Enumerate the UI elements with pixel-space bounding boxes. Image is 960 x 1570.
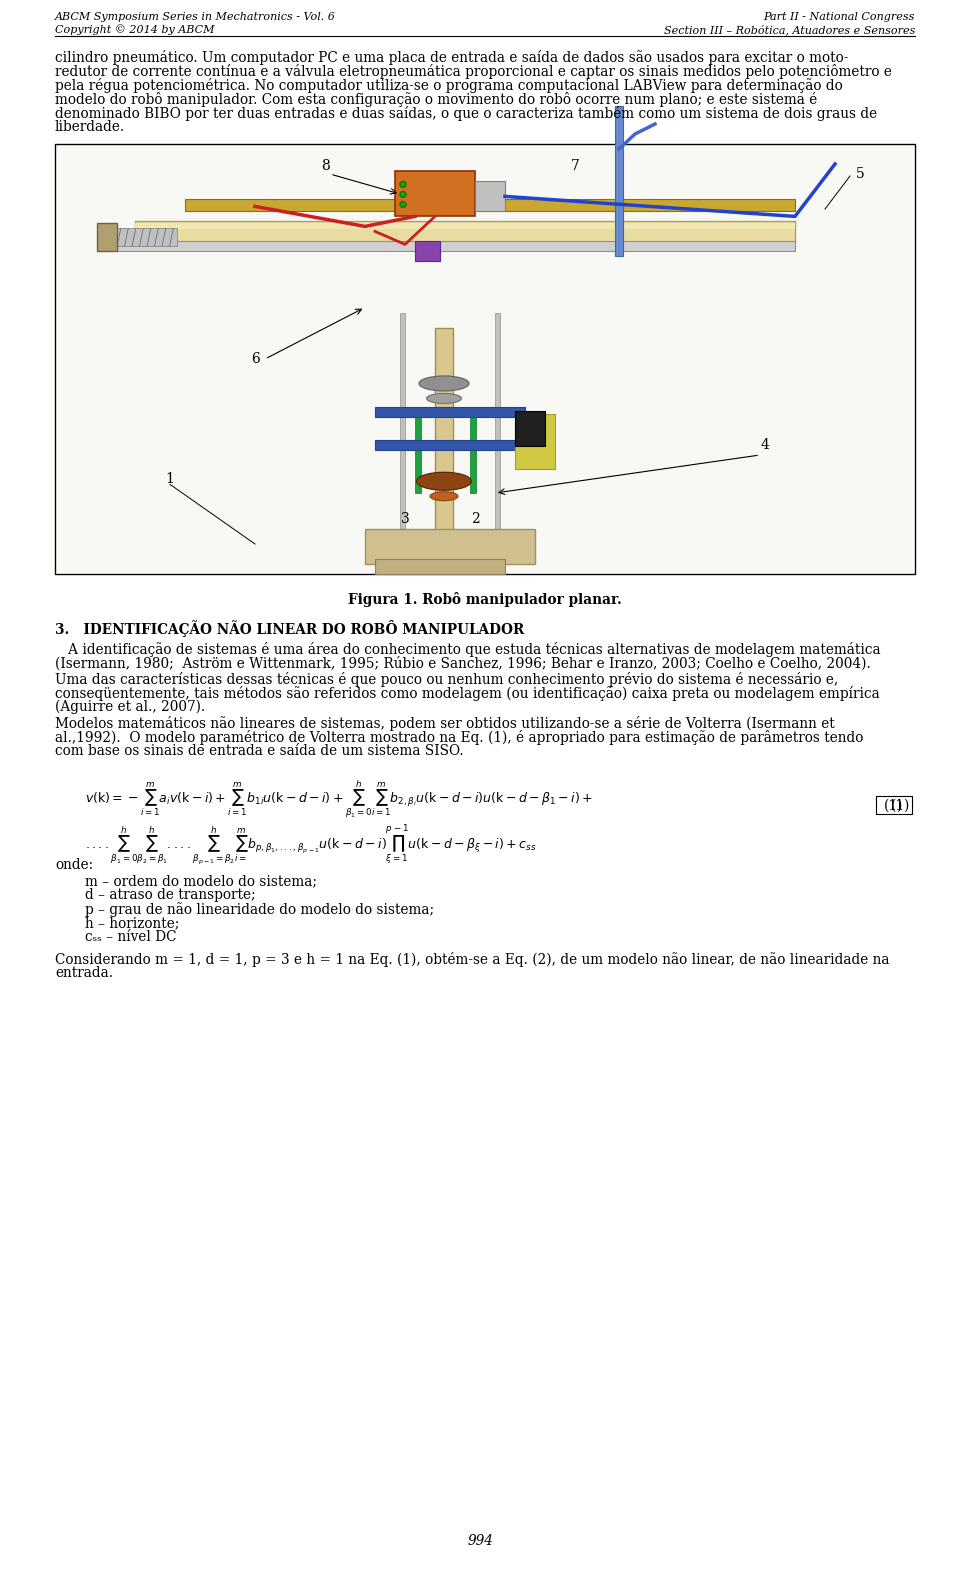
Bar — [400, 312, 405, 568]
Text: $....\sum_{\beta_1=0}^{h} \sum_{\beta_2=\beta_1}^{h}....\sum_{\beta_{p-1}=\beta_: $....\sum_{\beta_1=0}^{h} \sum_{\beta_2=… — [85, 823, 537, 867]
Text: Copyright © 2014 by ABCM: Copyright © 2014 by ABCM — [55, 24, 214, 35]
Text: Part II - National Congress: Part II - National Congress — [763, 13, 915, 22]
Bar — [55, 144, 915, 575]
Bar — [365, 529, 535, 564]
Text: 6: 6 — [251, 352, 259, 366]
Text: pela régua potenciométrica. No computador utiliza-se o programa computacional LA: pela régua potenciométrica. No computado… — [55, 78, 843, 93]
Text: cₛₛ – nível DC: cₛₛ – nível DC — [85, 929, 177, 944]
Bar — [475, 182, 505, 212]
Text: m – ordem do modelo do sistema;: m – ordem do modelo do sistema; — [85, 874, 317, 887]
Text: Modelos matemáticos não lineares de sistemas, podem ser obtidos utilizando-se a : Modelos matemáticos não lineares de sist… — [55, 716, 835, 732]
Text: $v(\mathrm{k}) = -\sum_{i=1}^{m} a_i v(\mathrm{k}-i) + \sum_{i=1}^{m} b_{1i} u(\: $v(\mathrm{k}) = -\sum_{i=1}^{m} a_i v(\… — [85, 779, 592, 820]
Text: A identificação de sistemas é uma área do conhecimento que estuda técnicas alter: A identificação de sistemas é uma área d… — [55, 642, 880, 656]
Bar — [615, 105, 623, 256]
Text: d – atraso de transporte;: d – atraso de transporte; — [85, 887, 255, 901]
Bar — [57, 146, 913, 571]
Text: modelo do robô manipulador. Com esta configuração o movimento do robô ocorre num: modelo do robô manipulador. Com esta con… — [55, 93, 817, 107]
Text: 994: 994 — [468, 1534, 492, 1548]
Text: h – horizonte;: h – horizonte; — [85, 915, 180, 929]
Circle shape — [400, 192, 406, 198]
Bar — [117, 228, 177, 246]
Bar — [185, 199, 795, 212]
Bar — [375, 441, 525, 451]
Bar — [415, 242, 440, 261]
Text: entrada.: entrada. — [55, 966, 113, 980]
Text: 8: 8 — [321, 159, 329, 173]
Ellipse shape — [419, 375, 469, 391]
Text: 4: 4 — [760, 438, 769, 452]
Text: (Aguirre et al., 2007).: (Aguirre et al., 2007). — [55, 700, 205, 714]
Text: 3: 3 — [400, 512, 409, 526]
Text: Section III – Robótica, Atuadores e Sensores: Section III – Robótica, Atuadores e Sens… — [663, 24, 915, 35]
Circle shape — [400, 201, 406, 207]
Text: al.,1992).  O modelo paramétrico de Volterra mostrado na Eq. (1), é apropriado p: al.,1992). O modelo paramétrico de Volte… — [55, 730, 863, 746]
Text: ABCM Symposium Series in Mechatronics - Vol. 6: ABCM Symposium Series in Mechatronics - … — [55, 13, 336, 22]
Text: liberdade.: liberdade. — [55, 119, 125, 133]
Ellipse shape — [426, 394, 462, 403]
Bar — [515, 411, 545, 446]
Text: redutor de corrente contínua e a válvula eletropneumática proporcional e captar : redutor de corrente contínua e a válvula… — [55, 64, 892, 78]
Ellipse shape — [417, 473, 471, 490]
Text: 2: 2 — [470, 512, 479, 526]
Text: 5: 5 — [855, 166, 864, 181]
Text: p – grau de não linearidade do modelo do sistema;: p – grau de não linearidade do modelo do… — [85, 901, 434, 917]
Bar — [395, 171, 475, 217]
Text: (1): (1) — [884, 799, 903, 812]
Bar — [415, 410, 421, 493]
Text: (1): (1) — [891, 799, 910, 812]
Text: denominado BIBO por ter duas entradas e duas saídas, o que o caracteriza também : denominado BIBO por ter duas entradas e … — [55, 107, 877, 121]
Text: 1: 1 — [165, 473, 175, 487]
Bar — [435, 328, 453, 564]
Bar — [495, 312, 500, 568]
Bar — [470, 410, 476, 493]
Bar — [97, 223, 117, 251]
Bar — [375, 559, 505, 575]
Text: Uma das características dessas técnicas é que pouco ou nenhum conhecimento prévi: Uma das características dessas técnicas … — [55, 672, 838, 688]
Text: com base os sinais de entrada e saída de um sistema SISO.: com base os sinais de entrada e saída de… — [55, 744, 464, 758]
Text: 7: 7 — [570, 159, 580, 173]
Text: cilindro pneumático. Um computador PC e uma placa de entrada e saída de dados sã: cilindro pneumático. Um computador PC e … — [55, 50, 849, 64]
Text: Considerando m = 1, d = 1, p = 3 e h = 1 na Eq. (1), obtém-se a Eq. (2), de um m: Considerando m = 1, d = 1, p = 3 e h = 1… — [55, 951, 890, 967]
Text: 3.   IDENTIFICAÇÃO NÃO LINEAR DO ROBÔ MANIPULADOR: 3. IDENTIFICAÇÃO NÃO LINEAR DO ROBÔ MANI… — [55, 620, 524, 637]
Text: conseqüentemente, tais métodos são referidos como modelagem (ou identificação) c: conseqüentemente, tais métodos são refer… — [55, 686, 879, 700]
Ellipse shape — [430, 491, 458, 501]
Bar — [515, 414, 555, 469]
Bar — [115, 242, 795, 251]
Bar — [876, 796, 912, 815]
Text: (Isermann, 1980;  Aström e Wittenmark, 1995; Rúbio e Sanchez, 1996; Behar e Iran: (Isermann, 1980; Aström e Wittenmark, 19… — [55, 656, 871, 670]
Bar — [135, 223, 795, 229]
Bar — [135, 221, 795, 243]
Text: Figura 1. Robô manipulador planar.: Figura 1. Robô manipulador planar. — [348, 592, 622, 608]
Text: onde:: onde: — [55, 857, 93, 871]
Circle shape — [400, 182, 406, 187]
Bar — [375, 407, 525, 418]
